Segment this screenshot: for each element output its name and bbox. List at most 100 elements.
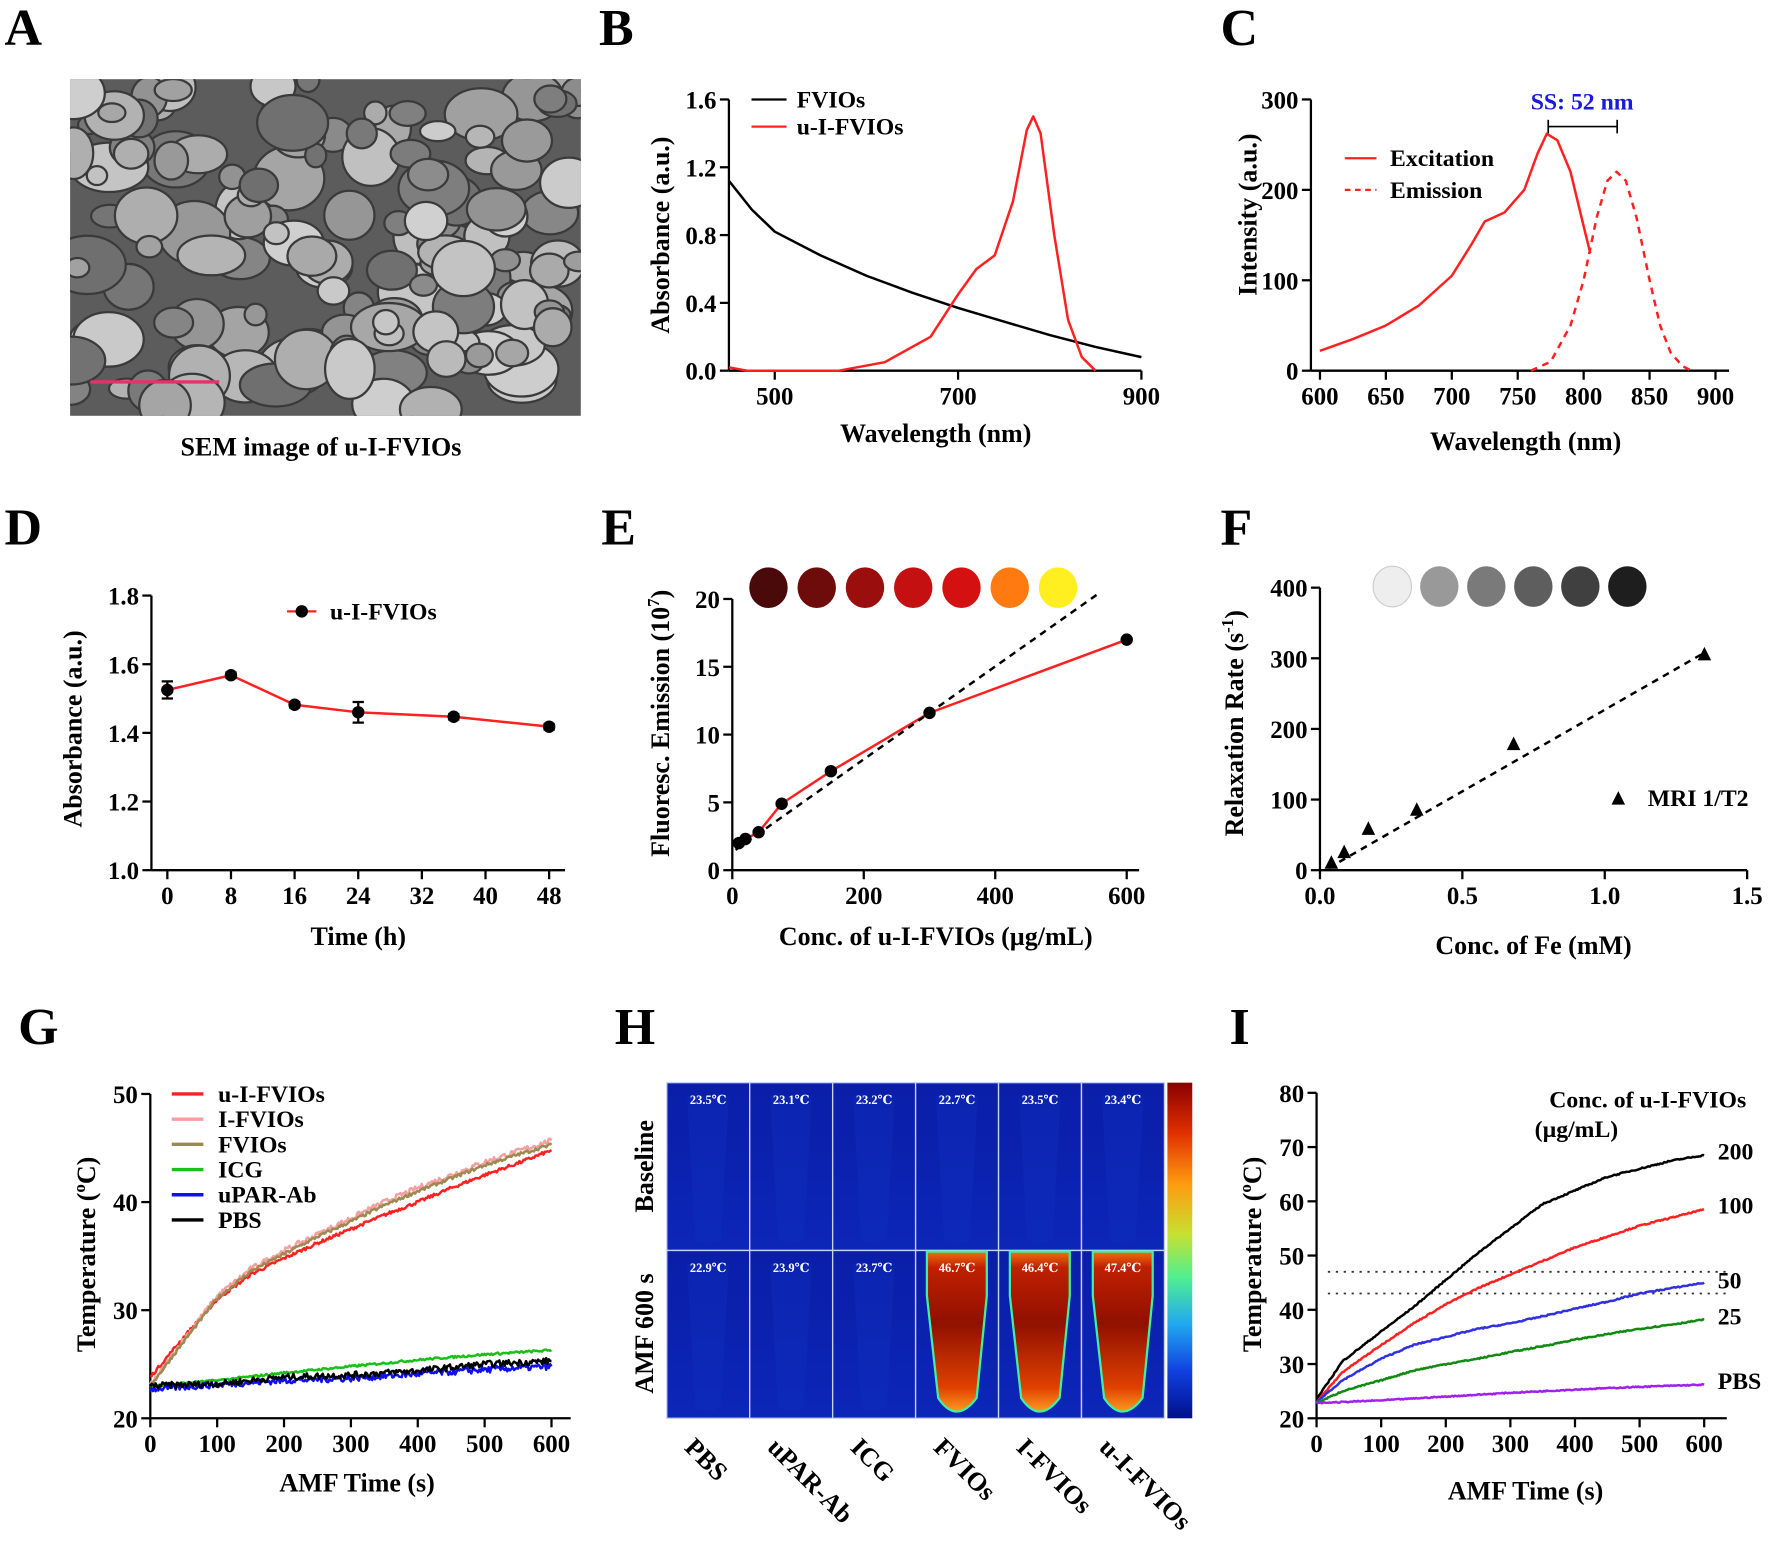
column-label: uPAR-Ab [762,1433,859,1530]
series-line-fit [1327,651,1706,870]
fluorescence-well [797,567,836,609]
panel-label-a: A [5,0,43,57]
y-tick-label: 300 [1261,87,1298,114]
colorbar [1167,1082,1193,1419]
g-ylabel: Temperature (oC) [70,1157,101,1352]
tube-outline [1101,1096,1144,1244]
sem-particle [418,120,457,143]
data-point [447,710,460,723]
x-tick-label: 16 [282,883,307,910]
y-tick-label: 1.8 [108,584,139,611]
data-point [224,668,238,682]
y-tick-label: 0.8 [685,223,716,250]
sem-particle [295,79,321,94]
heated-tube [1091,1250,1154,1413]
b-ylabel: Absorbance (a.u.) [646,137,675,334]
x-tick-label: 400 [1556,1431,1593,1458]
b-legend: FVIOs u-I-FVIOs [751,87,903,140]
chart-g-heating-curves: 0 100 200 300 400 500 600 20 30 40 50 [113,1082,571,1458]
series-line-icg [149,1348,553,1389]
y-tick-label: 200 [1261,178,1298,205]
x-tick-label: 200 [845,883,882,910]
panel-label-i: I [1230,999,1250,1056]
tube-outline [853,1264,895,1412]
y-tick-label: 300 [1270,646,1307,673]
sem-particle [426,340,467,378]
legend-label: ICG [218,1157,263,1183]
tube-outline [770,1264,812,1412]
thermal-cell [749,1081,834,1252]
data-point [288,698,301,711]
y-tick-label: 0.4 [685,291,716,318]
x-tick-label: 100 [199,1431,236,1458]
legend-label: u-I-FVIOs [218,1082,325,1108]
sem-particle [176,234,247,277]
data-point [1410,802,1424,816]
sem-particle [70,335,107,386]
y-tick-label: 5 [707,790,719,817]
data-point [1337,844,1351,859]
sem-particle [256,93,330,152]
tube-outline [770,1096,812,1244]
x-tick-label: 500 [466,1431,503,1458]
y-tick-label: 1.2 [685,155,716,182]
thermal-cell [1080,1081,1166,1252]
series-line-u-i-fvios [150,1149,553,1378]
b-xlabel: Wavelength (nm) [840,419,1031,448]
d-ylabel: Absorbance (a.u.) [58,630,87,827]
f-legend: MRI 1/T2 [1611,786,1749,812]
i-label-200: 200 [1718,1139,1754,1165]
x-tick-label: 650 [1367,384,1404,411]
panel-label-d: D [5,500,43,557]
x-tick-label: 700 [1433,384,1470,411]
heated-tube [925,1250,988,1413]
tube-outline [935,1096,978,1244]
y-tick-label: 1.6 [108,652,139,679]
series-line-u-i-fvios [167,674,550,728]
series-line-fvios [727,180,1142,359]
data-point [775,797,788,810]
y-tick-label: 60 [1279,1189,1304,1216]
x-tick-label: 600 [533,1431,570,1458]
legend-excitation: Excitation [1390,146,1494,172]
y-tick-label: 20 [113,1406,138,1433]
y-tick-label: 200 [1270,717,1307,744]
x-tick-label: 40 [473,883,498,910]
data-point [161,683,174,697]
sem-particle [528,252,570,289]
legend-u-i-fvios-d: u-I-FVIOs [330,599,437,625]
temperature-readout: 23.9℃ [773,1261,810,1275]
y-tick-label: 50 [1279,1244,1304,1271]
x-tick-label: 0 [1310,1431,1322,1458]
tube-outline [853,1096,895,1244]
mri-well [1372,565,1413,608]
data-point [542,720,556,733]
d-legend: u-I-FVIOs [287,599,437,625]
column-label: FVIOs [928,1433,1002,1507]
fluorescence-well [942,567,981,609]
temperature-readout: 23.1℃ [773,1093,810,1107]
x-tick-label: 8 [225,883,237,910]
panel-label-g: G [18,999,58,1056]
legend-label: uPAR-Ab [218,1183,316,1209]
temperature-readout: 23.7℃ [856,1261,893,1275]
data-point [1697,646,1712,661]
thermal-cell [914,1081,1000,1252]
sem-particle [345,117,378,150]
data-point [1120,633,1133,646]
c-ylabel: Intensity (a.u.) [1234,134,1263,296]
temperature-readout: 22.9℃ [690,1261,727,1275]
x-tick-label: 24 [346,883,371,910]
data-point [1361,821,1376,835]
series-line-excitation [1319,132,1592,352]
y-tick-label: 1.0 [108,858,139,885]
f-xlabel: Conc. of Fe (mM) [1435,931,1631,960]
series-line-100 [1315,1208,1705,1404]
i-label-50: 50 [1718,1268,1742,1294]
c-legend: Excitation Emission SS: 52 nm [1344,90,1634,204]
panel-label-b: B [599,0,634,57]
sem-caption: SEM image of u-I-FVIOs [181,432,462,461]
y-tick-label: 80 [1279,1081,1304,1108]
row-label-amf: AMF 600 s [630,1273,659,1393]
fluorescence-well [749,567,788,609]
